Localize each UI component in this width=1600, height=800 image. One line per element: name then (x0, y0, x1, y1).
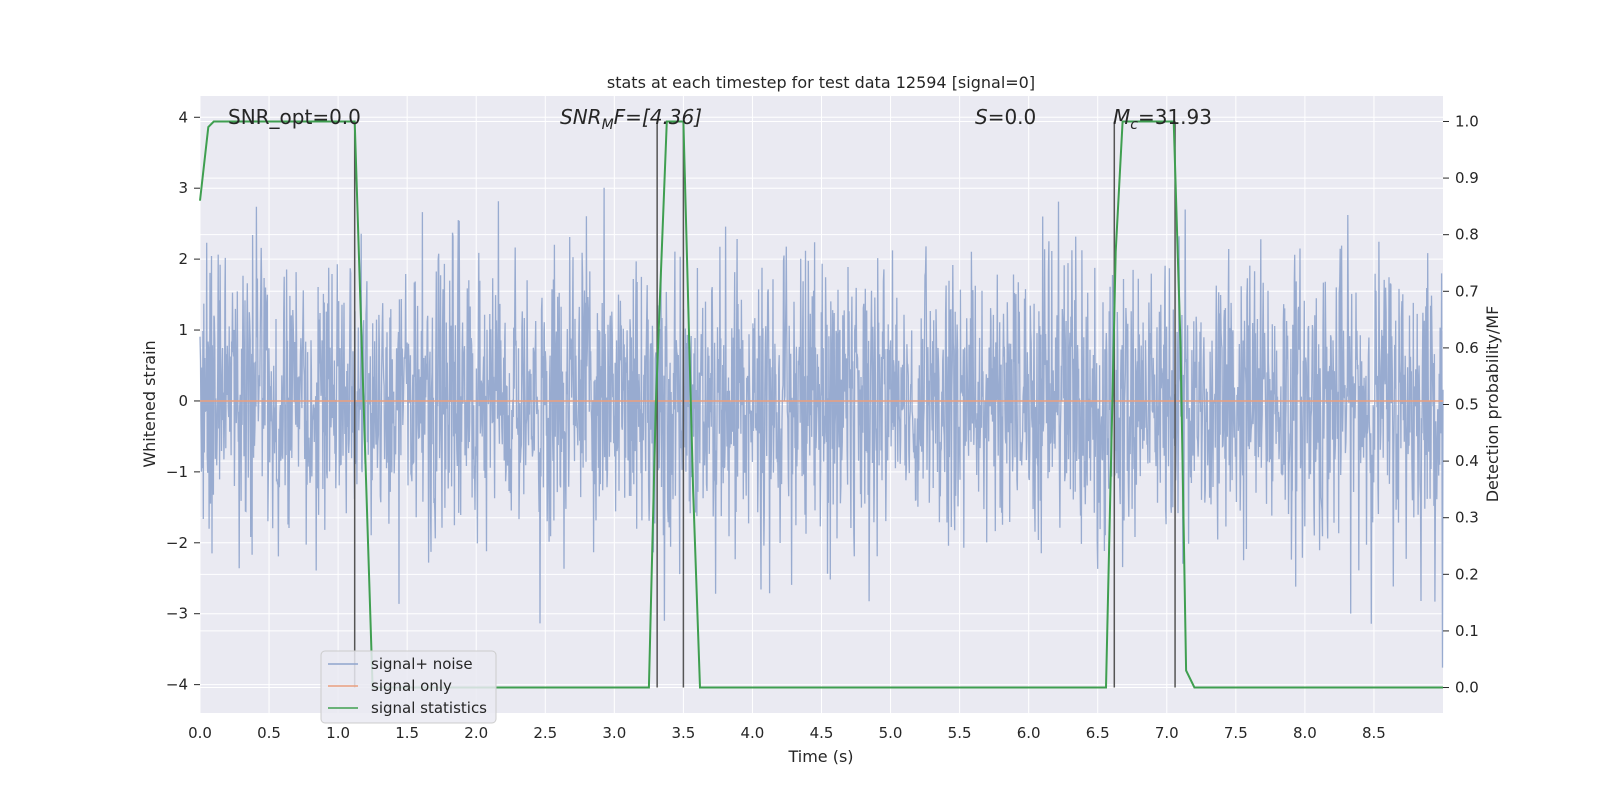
legend-label-noise: signal+ noise (371, 655, 473, 673)
noise-line (199, 187, 1444, 668)
x-tick-label: 1.0 (326, 724, 350, 742)
x-tick-label: 7.5 (1224, 724, 1248, 742)
x-tick-label: 6.0 (1017, 724, 1041, 742)
y2-tick-label: 0.1 (1455, 622, 1479, 640)
x-tick-label: 6.5 (1086, 724, 1110, 742)
y-tick-label: −1 (166, 463, 188, 481)
signal-statistics-line (199, 120, 1443, 689)
y2-tick-label: 0.0 (1455, 679, 1479, 697)
mc-base: M (1113, 105, 1130, 129)
y-tick-label: 1 (178, 321, 188, 339)
x-tick-label: 2.0 (464, 724, 488, 742)
x-tick-label: 3.0 (602, 724, 626, 742)
y2-tick-label: 0.9 (1455, 169, 1479, 187)
x-ticks: 0.0 0.5 1.0 1.5 2.0 2.5 3.0 3.5 4.0 4.5 5.0 5.5 6.0 6… (188, 724, 1386, 742)
legend-label-stats: signal statistics (371, 699, 487, 717)
y2-tick-label: 1.0 (1455, 112, 1479, 130)
noise-series (199, 187, 1444, 668)
x-tick-label: 8.5 (1362, 724, 1386, 742)
legend: signal+ noise signal only signal statist… (320, 650, 497, 724)
y2-tick-label: 0.8 (1455, 226, 1479, 244)
y-tick-label: −3 (166, 605, 188, 623)
signal-statistics-series (199, 120, 1443, 689)
annotation-mc: Mc=31.93 (1113, 105, 1212, 133)
x-tick-label: 2.5 (533, 724, 557, 742)
annotation-s: S=0.0 (975, 105, 1036, 129)
y2-tick-label: 0.7 (1455, 282, 1479, 300)
y2-tick-label: 0.5 (1455, 396, 1479, 414)
y-tick-label: 3 (178, 179, 188, 197)
y2-tick-label: 0.4 (1455, 452, 1479, 470)
s-rest: =0.0 (988, 105, 1037, 129)
y2-tick-label: 0.2 (1455, 565, 1479, 583)
x-tick-label: 1.5 (395, 724, 419, 742)
y2-ticks: 1.0 0.9 0.8 0.7 0.6 0.5 0.4 0.3 0.2 0.1 0.0 (1443, 112, 1479, 697)
x-tick-label: 0.0 (188, 724, 212, 742)
x-tick-label: 4.5 (810, 724, 834, 742)
x-tick-label: 3.5 (671, 724, 695, 742)
y2-tick-label: 0.3 (1455, 509, 1479, 527)
x-axis-label: Time (s) (787, 747, 853, 766)
x-tick-label: 0.5 (257, 724, 281, 742)
y-tick-label: −2 (166, 534, 188, 552)
x-tick-label: 4.0 (741, 724, 765, 742)
snr-mf-rest: F=[4.36] (614, 105, 702, 129)
y-tick-label: −4 (166, 676, 188, 694)
y-axis-label: Whitened strain (140, 340, 159, 467)
snr-mf-base: SNR (560, 105, 602, 129)
y2-axis-label: Detection probability/MF (1483, 306, 1502, 503)
legend-box (320, 650, 497, 724)
chart-title: stats at each timestep for test data 125… (607, 73, 1035, 92)
annotation-snr-opt: SNR_opt=0.0 (228, 105, 361, 129)
y-ticks: 4 3 2 1 0 −1 −2 −3 −4 (166, 108, 200, 694)
y-tick-label: 4 (178, 108, 188, 126)
x-tick-label: 5.5 (948, 724, 972, 742)
annotation-snr-mf: SNRMF=[4.36] (560, 105, 702, 133)
y2-tick-label: 0.6 (1455, 339, 1479, 357)
x-tick-label: 5.0 (879, 724, 903, 742)
vertical-markers (353, 121, 1176, 688)
x-tick-label: 7.0 (1155, 724, 1179, 742)
y-tick-label: 2 (178, 250, 188, 268)
snr-mf-sub: M (602, 117, 614, 133)
legend-label-signal: signal only (371, 677, 452, 695)
x-tick-label: 8.0 (1293, 724, 1317, 742)
mc-rest: =31.93 (1138, 105, 1212, 129)
s-base: S (975, 105, 988, 129)
mc-sub: c (1130, 117, 1138, 133)
y-tick-label: 0 (178, 392, 188, 410)
